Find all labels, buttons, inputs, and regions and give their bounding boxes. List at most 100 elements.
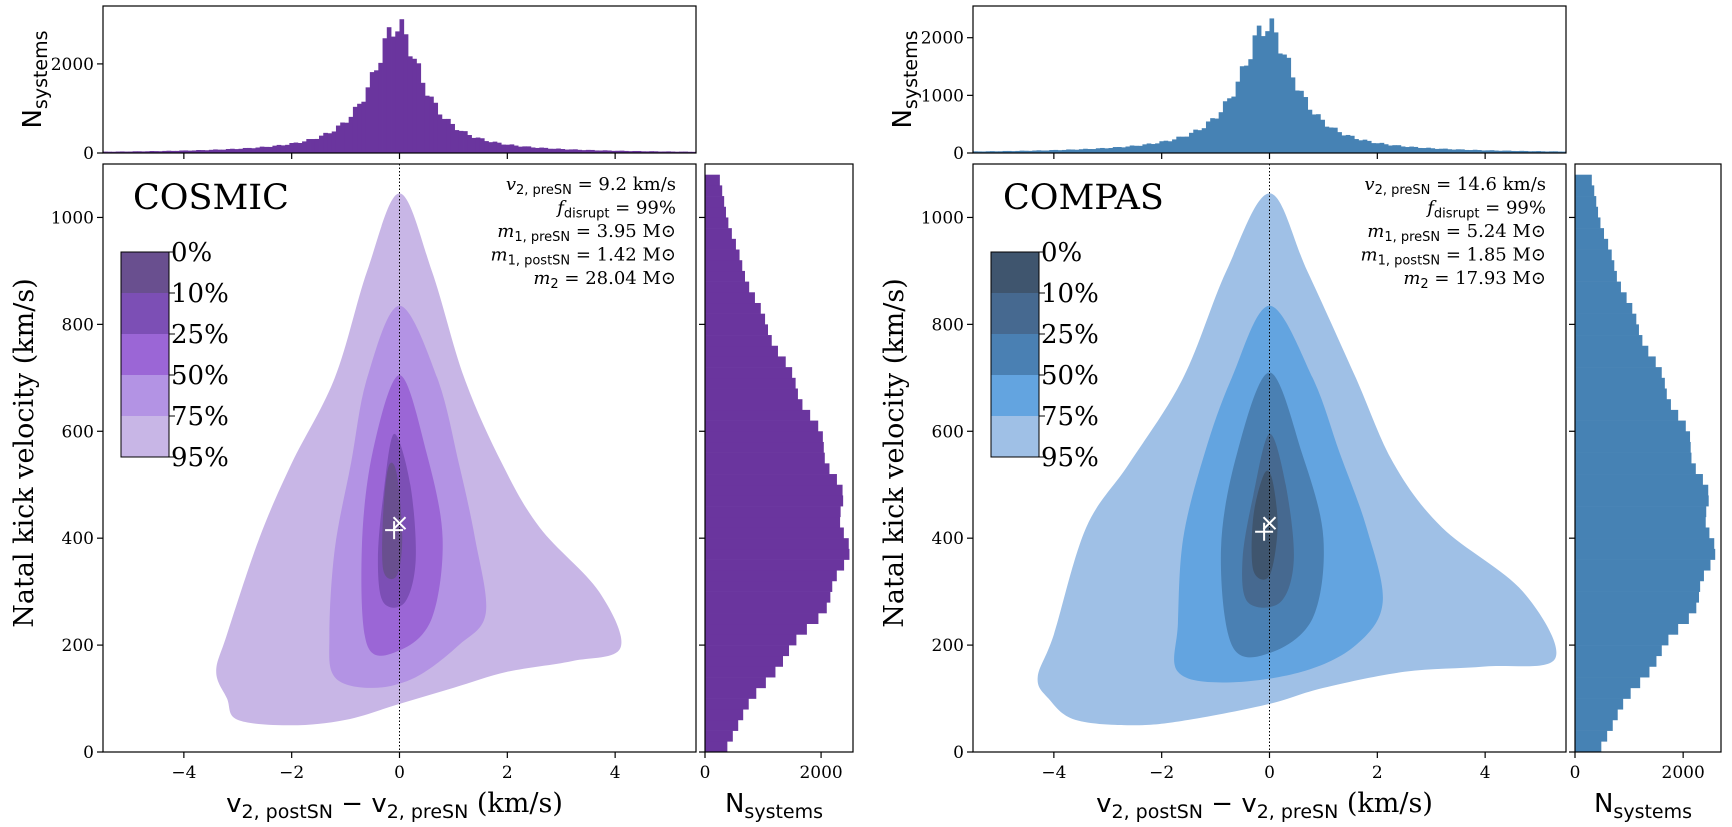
anno-sub: 1, preSN: [514, 230, 570, 245]
top-hist-bar: [319, 135, 324, 153]
top-hist-bar: [1485, 150, 1491, 153]
top-hist-bar: [1493, 150, 1499, 153]
right-hist-bar: [1575, 559, 1711, 571]
top-hist-bar: [1358, 140, 1364, 153]
right-hist-bar: [1575, 570, 1704, 582]
right-hist-bar: [705, 538, 849, 550]
top-hist-bar: [1121, 147, 1126, 153]
top-hist-bar: [615, 150, 621, 153]
main-ylabel: Natal kick velocity (km/s): [9, 278, 40, 628]
top-hist-bar: [1049, 150, 1054, 153]
right-hist-bar: [705, 420, 819, 432]
top-hist-bar: [551, 148, 557, 153]
right-hist-bar: [705, 495, 844, 507]
top-hist-bar: [344, 122, 350, 153]
top-hist-bar: [103, 151, 108, 153]
right-hist-bar: [705, 698, 749, 710]
right-hist-bar: [1575, 228, 1605, 240]
legend-label: 50%: [1041, 361, 1099, 391]
top-hist-bar: [158, 151, 163, 153]
xlabel-base: N: [725, 789, 744, 819]
top-hist-bar: [1129, 145, 1135, 153]
top-hist-bar: [985, 151, 991, 153]
right-hist-bar: [705, 206, 726, 218]
top-hist-bar: [162, 150, 167, 153]
main-xtick-label: −4: [171, 763, 196, 783]
top-hist-bar: [170, 150, 176, 153]
top-hist-bar: [179, 150, 184, 153]
top-hist-bar: [153, 151, 159, 153]
anno-sub: 2, preSN: [1375, 183, 1431, 198]
top-hist-bar: [556, 148, 561, 153]
top-hist-bar: [1036, 150, 1042, 153]
right-hist-bar: [705, 217, 729, 229]
main-ytick-label: 1000: [921, 208, 964, 228]
top-hist-ylabel: Nsystems: [18, 30, 52, 128]
right-hist-bar: [1575, 313, 1637, 325]
annotation-m2: m2 = 28.04 M⊙: [533, 268, 676, 292]
top-hist-bar: [200, 150, 206, 153]
anno-symbol: m: [533, 268, 550, 289]
top-hist-bar: [670, 151, 676, 153]
right-hist-bar: [1575, 196, 1597, 208]
top-hist-bar: [1231, 96, 1237, 153]
right-hist-bar: [1575, 399, 1671, 411]
top-hist-bar: [1477, 150, 1482, 153]
anno-value: = 17.93 M⊙: [1429, 268, 1546, 289]
top-hist-bar: [323, 132, 328, 153]
top-hist-bar: [1189, 132, 1194, 153]
right-hist-bar: [705, 260, 743, 272]
top-hist-bar: [221, 149, 227, 153]
top-hist-bar: [433, 102, 439, 153]
top-hist-bar: [602, 150, 608, 153]
top-hist-bar: [1125, 146, 1131, 153]
main-plot: [1037, 164, 1557, 752]
top-hist-bar: [607, 150, 612, 153]
top-hist-bar: [1269, 18, 1275, 154]
right-hist-bar: [1575, 270, 1617, 282]
top-hist-bar: [1515, 151, 1520, 153]
top-hist-bar: [119, 151, 125, 153]
right-hist-bar: [705, 580, 833, 592]
top-hist-bar: [475, 137, 481, 153]
right-hist-bar: [705, 623, 807, 635]
mode-x-marker: [392, 516, 407, 530]
anno-sub: 1, postSN: [508, 254, 571, 269]
right-hist-bar: [705, 302, 761, 314]
right-hist-bar: [705, 196, 725, 208]
right-hist-bar: [705, 185, 723, 197]
top-hist-bar: [1248, 59, 1253, 154]
right-hist-bar: [1575, 441, 1691, 453]
top-hist-bar: [1095, 148, 1101, 153]
top-hist-bar: [378, 62, 383, 154]
legend-swatch: [121, 293, 169, 334]
top-hist-bar: [488, 142, 494, 153]
right-hist-bar: [705, 719, 739, 731]
top-hist-bar: [280, 145, 286, 153]
right-hist-bar: [705, 228, 732, 240]
top-hist-bar: [289, 143, 295, 153]
right-hist-xlabel: Nsystems: [725, 789, 823, 823]
top-hist-bar: [1040, 150, 1046, 153]
top-hist-bar: [369, 72, 375, 153]
right-hist-bar: [705, 506, 841, 518]
right-hist-bar: [1575, 185, 1595, 197]
top-hist-bar: [1472, 149, 1478, 153]
top-hist-bar: [302, 141, 307, 153]
top-hist-bar: [977, 151, 982, 153]
top-hist-bar: [1388, 145, 1393, 153]
right-hist-bar: [705, 548, 850, 560]
top-hist-bar: [994, 151, 999, 153]
top-hist-bar: [1222, 101, 1228, 153]
main-ytick-label: 800: [932, 315, 964, 335]
right-hist-bar: [1575, 377, 1665, 389]
right-hist-bar: [705, 634, 797, 646]
xlabel-sub: systems: [1613, 801, 1692, 823]
right-hist-bar: [705, 238, 736, 250]
top-hist-bar: [183, 150, 189, 153]
right-hist-bar: [1575, 484, 1709, 496]
top-hist-bar: [1256, 25, 1262, 153]
top-hist-bar: [361, 101, 367, 153]
right-hist-bar: [705, 687, 757, 699]
right-hist-bar: [1575, 217, 1601, 229]
